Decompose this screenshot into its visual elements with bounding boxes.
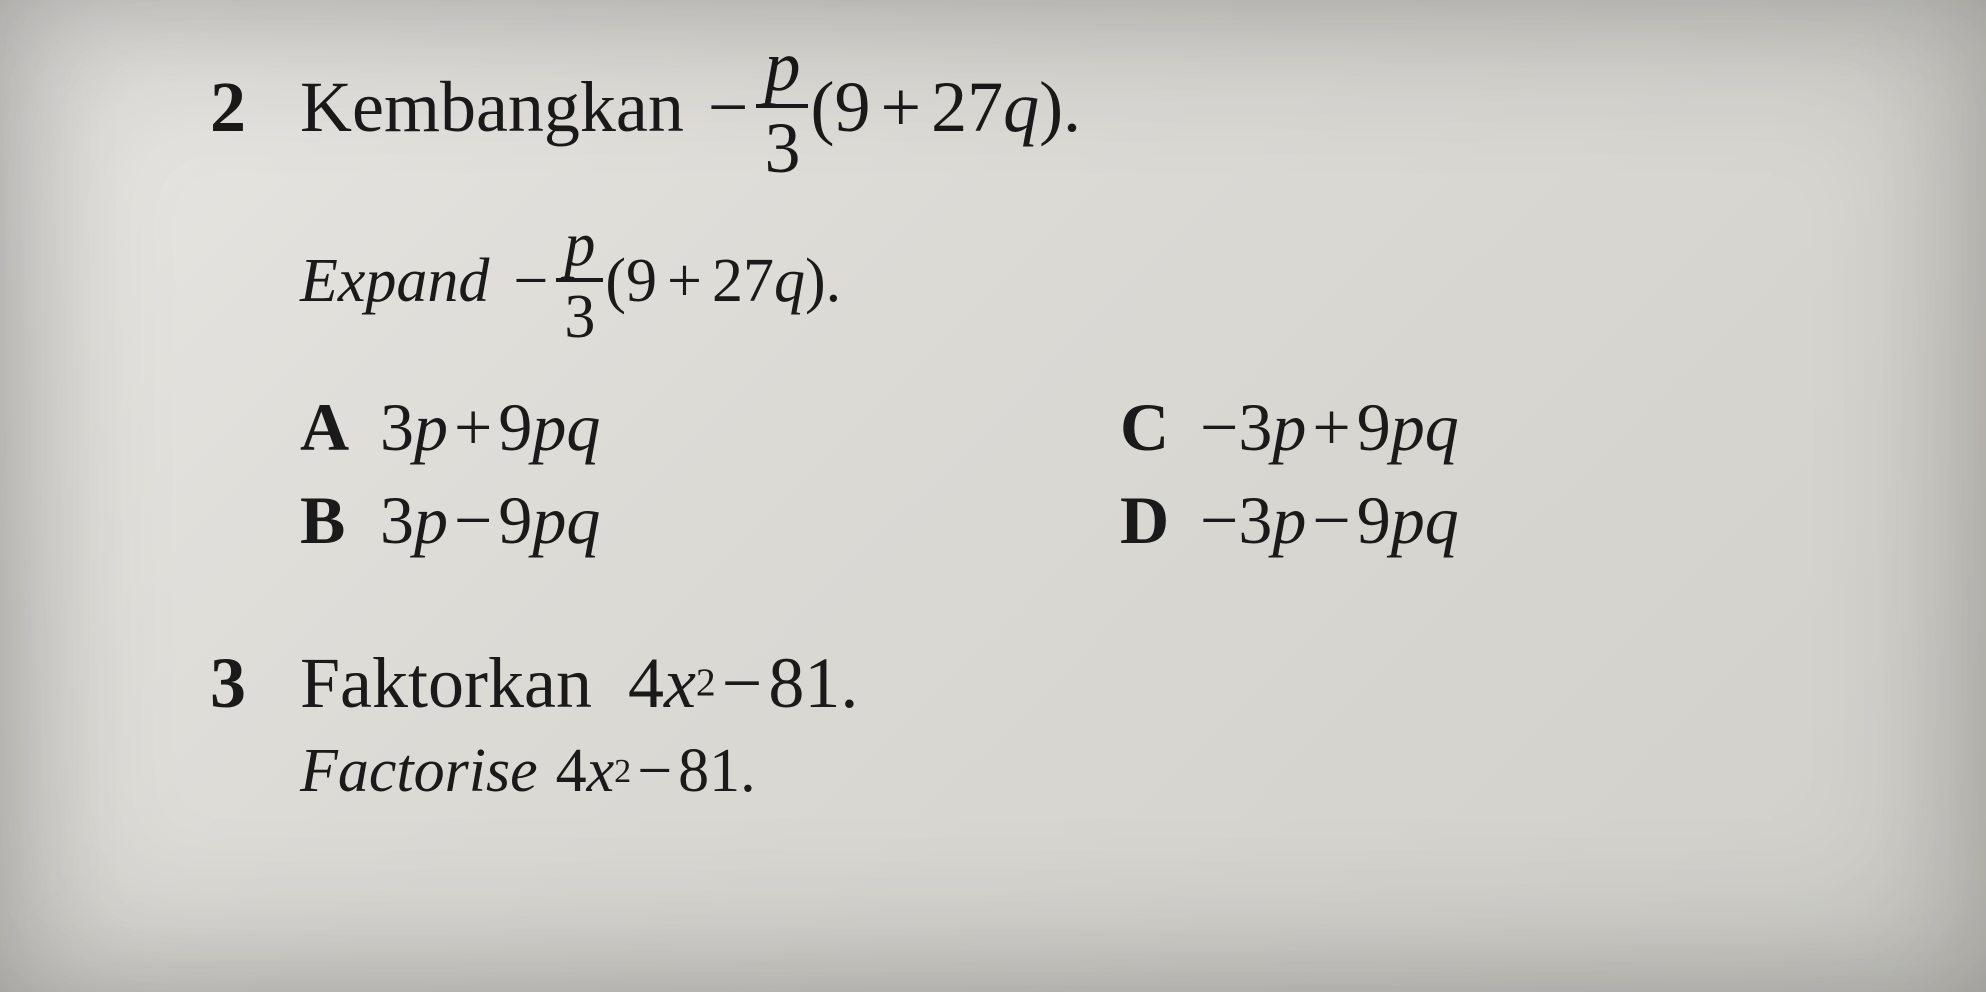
q3s-coef: 4 bbox=[556, 736, 587, 807]
question-2-options: A 3p+9pq C −3p+9pq B 3p−9pq D − bbox=[300, 388, 1906, 560]
q3s-const: 81 bbox=[678, 736, 740, 807]
option-c[interactable]: C −3p+9pq bbox=[1120, 388, 1906, 467]
option-d[interactable]: D −3p−9pq bbox=[1120, 481, 1906, 560]
question-2: 2 Kembangkan − p 3 ( 9 + 27 q ). bbox=[210, 30, 1906, 560]
expr-minus: − bbox=[708, 64, 749, 150]
q3-minus: − bbox=[722, 640, 763, 726]
subexpr-frac-num: p bbox=[556, 214, 603, 282]
question-2-subexpression: − p 3 ( 9 + 27 q ). bbox=[507, 214, 841, 348]
option-d-letter: D bbox=[1120, 481, 1200, 560]
subexpr-term2-var: q bbox=[774, 246, 805, 317]
subexpr-plus: + bbox=[667, 246, 702, 317]
option-b[interactable]: B 3p−9pq bbox=[300, 481, 1120, 560]
question-2-subinstruction-word: Expand bbox=[300, 246, 489, 317]
question-3-subexpression: 4x2−81. bbox=[556, 736, 756, 807]
option-b-letter: B bbox=[300, 481, 380, 560]
expr-frac-den: 3 bbox=[756, 108, 808, 184]
question-3-number: 3 bbox=[210, 640, 280, 726]
option-c-expr: −3p+9pq bbox=[1200, 388, 1459, 467]
q3-const: 81 bbox=[768, 640, 840, 726]
q3-coef: 4 bbox=[628, 640, 664, 726]
q3s-minus: − bbox=[637, 736, 672, 807]
question-3-heading: 3 Faktorkan 4x2−81. bbox=[210, 640, 1906, 726]
subexpr-term1: 9 bbox=[626, 246, 657, 317]
question-3: 3 Faktorkan 4x2−81. Factorise 4x2−81. bbox=[210, 640, 1906, 807]
expr-plus: + bbox=[880, 64, 921, 150]
q3s-exp: 2 bbox=[614, 753, 631, 791]
subexpr-frac-den: 3 bbox=[556, 282, 603, 348]
q3-exp: 2 bbox=[696, 659, 716, 707]
subexpr-fraction: p 3 bbox=[556, 214, 603, 348]
question-2-number: 2 bbox=[210, 64, 280, 150]
q3s-var: x bbox=[587, 736, 615, 807]
q3-var: x bbox=[664, 640, 696, 726]
subexpr-paren-close: ). bbox=[805, 246, 841, 317]
question-2-subinstruction: Expand − p 3 ( 9 + 27 q ). bbox=[300, 214, 1906, 348]
question-3-subinstruction: Factorise 4x2−81. bbox=[300, 736, 1906, 807]
expr-term1: 9 bbox=[834, 64, 870, 150]
question-3-expression: 4x2−81. bbox=[628, 640, 858, 726]
q3s-period: . bbox=[740, 736, 756, 807]
option-a-letter: A bbox=[300, 388, 380, 467]
expr-paren-open: ( bbox=[810, 64, 834, 150]
option-c-letter: C bbox=[1120, 388, 1200, 467]
question-3-instruction: Faktorkan 4x2−81. bbox=[300, 640, 858, 726]
expr-fraction: p 3 bbox=[756, 30, 808, 184]
question-3-subinstruction-word: Factorise bbox=[300, 736, 538, 807]
expr-term2-coef: 27 bbox=[931, 64, 1003, 150]
question-3-instruction-word: Faktorkan bbox=[300, 643, 592, 723]
subexpr-minus: − bbox=[513, 246, 548, 317]
expr-frac-num: p bbox=[756, 30, 808, 108]
question-2-expression: − p 3 ( 9 + 27 q ). bbox=[702, 30, 1081, 184]
subexpr-term2-coef: 27 bbox=[712, 246, 774, 317]
question-2-instruction-word: Kembangkan bbox=[300, 67, 684, 147]
option-a-expr: 3p+9pq bbox=[380, 388, 600, 467]
option-a[interactable]: A 3p+9pq bbox=[300, 388, 1120, 467]
question-2-instruction: Kembangkan − p 3 ( 9 + 27 q ). bbox=[300, 30, 1081, 184]
expr-paren-close: ). bbox=[1039, 64, 1081, 150]
subexpr-paren-open: ( bbox=[605, 246, 626, 317]
expr-term2-var: q bbox=[1003, 64, 1039, 150]
option-b-expr: 3p−9pq bbox=[380, 481, 600, 560]
option-d-expr: −3p−9pq bbox=[1200, 481, 1459, 560]
q3-period: . bbox=[840, 640, 858, 726]
question-2-heading: 2 Kembangkan − p 3 ( 9 + 27 q ). bbox=[210, 30, 1906, 184]
